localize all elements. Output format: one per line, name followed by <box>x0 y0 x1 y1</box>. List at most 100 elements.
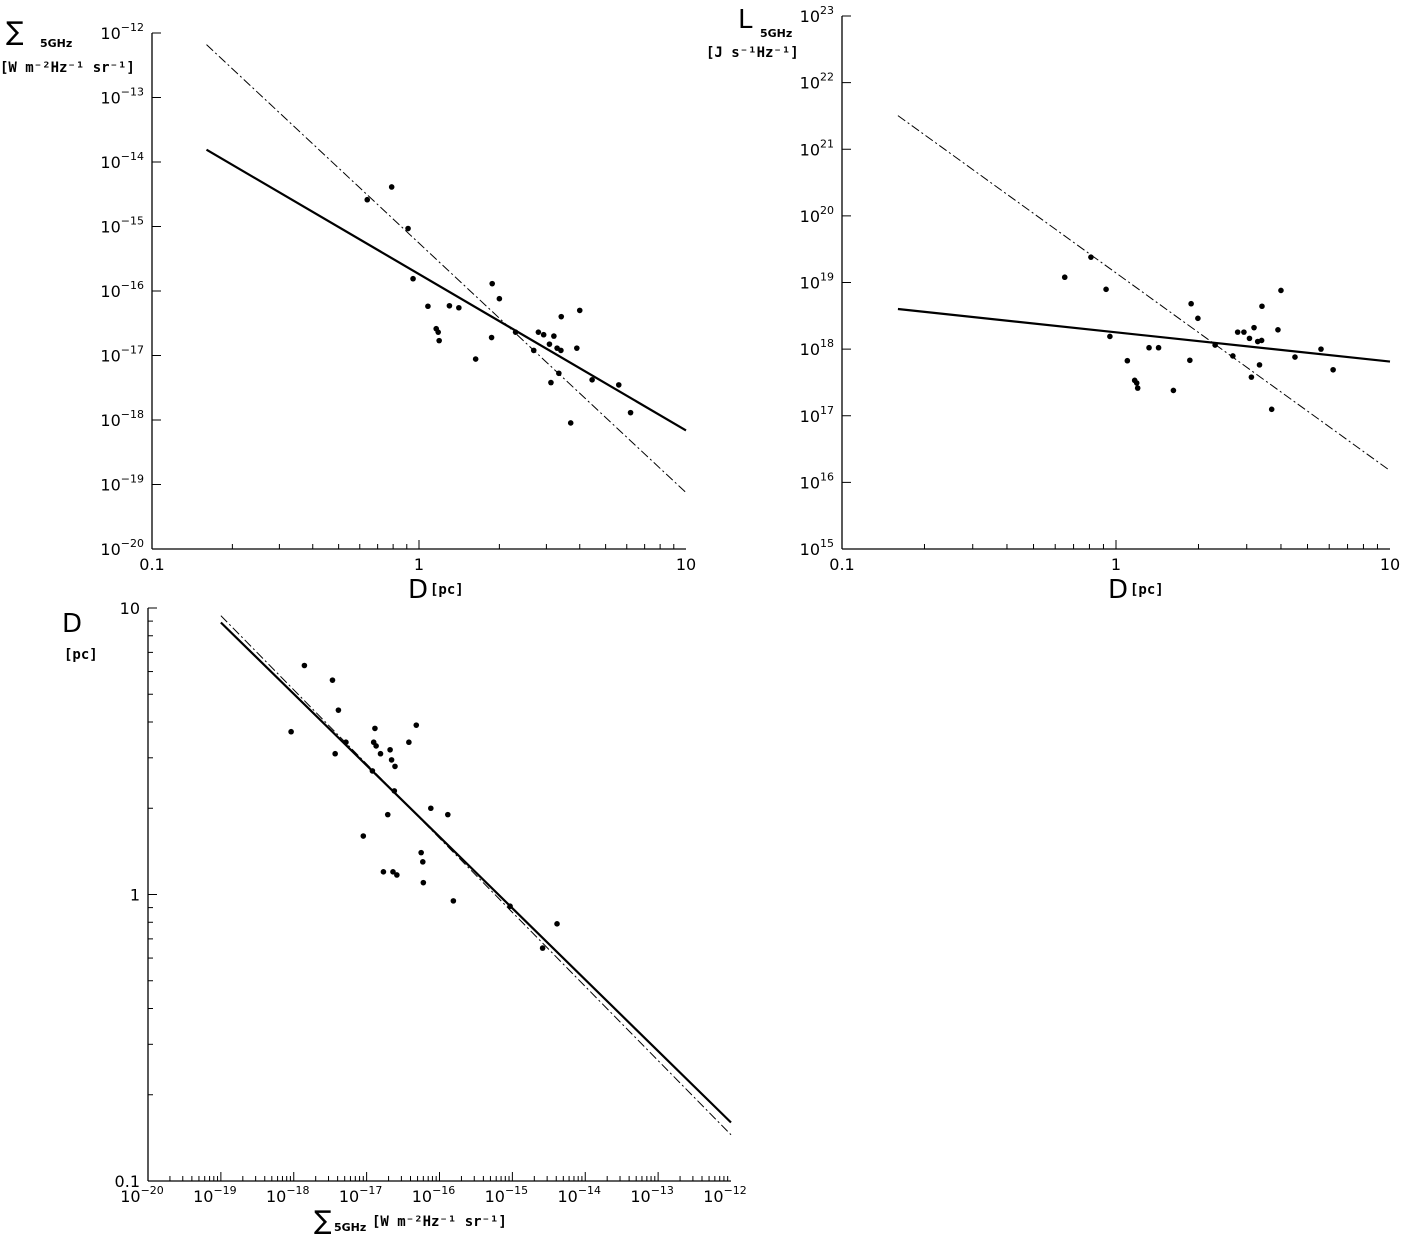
p0-y-tick-label: 10−20 <box>100 537 144 559</box>
p0-data-point <box>388 184 395 190</box>
p1-data-point <box>1107 333 1113 340</box>
p2-x-tick-label: 10−18 <box>266 1184 310 1206</box>
p2-data-point <box>418 849 424 856</box>
p1-data-point <box>1124 357 1131 364</box>
p0-data-point <box>589 377 595 383</box>
p1-data-point <box>1292 354 1298 360</box>
p1-data-point <box>1146 344 1152 351</box>
p2-x-tick-label: 10−15 <box>485 1184 529 1206</box>
p1-data-point <box>1246 335 1253 342</box>
p0-data-point <box>546 341 553 347</box>
p1-data-point <box>1103 286 1109 293</box>
p2-y-tick-label: 10 <box>120 599 140 618</box>
p0-data-point <box>530 347 537 354</box>
p1-y-tick-label: 1015 <box>800 537 834 559</box>
p2-data-point <box>420 879 427 886</box>
p1-y-tick-label: 1019 <box>800 271 834 293</box>
p0-data-point <box>567 420 574 426</box>
p1-data-point <box>1241 329 1247 335</box>
p1-data-point <box>1155 344 1162 351</box>
p0-data-point <box>551 333 557 339</box>
p0-y-tick-label: 10−17 <box>100 344 144 366</box>
p1-data-point <box>1134 385 1141 391</box>
p0-data-point <box>425 303 431 310</box>
p0-y-tick-label: 10−19 <box>100 473 144 495</box>
p1-data-point <box>1275 327 1281 333</box>
p0-data-point <box>410 275 416 282</box>
p2-x-tick-label: 10−14 <box>557 1184 601 1206</box>
p2-data-point <box>450 898 457 904</box>
p0-data-point <box>435 329 441 335</box>
p0-xlabel-sub: [pc] <box>430 582 464 598</box>
p0-data-point <box>436 337 442 344</box>
p1-data-point <box>1330 366 1336 373</box>
p0-data-point <box>558 347 564 354</box>
p0-data-point <box>496 295 503 302</box>
p2-xlabel-main: ∑ <box>314 1206 332 1235</box>
p2-data-point <box>335 707 342 713</box>
p2-ylabel-sub: [pc] <box>64 647 98 663</box>
p1-y-tick-label: 1022 <box>800 71 834 93</box>
p1-data-point <box>1187 357 1193 364</box>
p2-data-point <box>301 662 308 669</box>
p2-data-point <box>329 677 336 683</box>
p0-data-point <box>615 382 622 388</box>
p1-x-tick-label: 1 <box>1111 555 1121 574</box>
p2-x-tick-label: 10−17 <box>339 1184 383 1206</box>
p0-data-point <box>556 370 562 377</box>
p0-ylabel-unit: [W m⁻²Hz⁻¹ sr⁻¹] <box>0 60 135 76</box>
p1-x-tick-label: 0.1 <box>829 555 854 574</box>
p1-ylabel-main: L <box>738 5 753 35</box>
p1-xlabel-sub: [pc] <box>1130 582 1164 598</box>
p0-data-point <box>364 196 371 203</box>
p0-data-point <box>489 280 496 287</box>
p2-y-tick-label: 0.1 <box>115 1172 140 1191</box>
p2-data-point <box>388 757 395 763</box>
p2-data-point <box>539 945 546 951</box>
p2-x-tick-label: 10−16 <box>412 1184 456 1206</box>
p0-y-tick-label: 10−12 <box>100 21 144 43</box>
p2-x-tick-label: 10−12 <box>703 1184 747 1206</box>
p2-fit-line-dashdot <box>220 615 732 1136</box>
p0-y-tick-label: 10−14 <box>100 150 144 172</box>
p0-y-tick-label: 10−18 <box>100 408 144 430</box>
p1-data-point <box>1170 387 1177 394</box>
p0-ylabel-main: ∑ <box>6 17 24 47</box>
p0-y-tick-label: 10−13 <box>100 86 144 108</box>
p2-data-point <box>369 768 376 774</box>
p2-data-point <box>343 739 349 746</box>
p0-data-point <box>548 379 554 386</box>
p0-data-point <box>512 329 519 335</box>
p1-y-tick-label: 1018 <box>800 337 834 359</box>
p1-data-point <box>1188 300 1194 307</box>
p1-xlabel-main: D <box>1108 575 1128 605</box>
p0-data-point <box>535 329 542 335</box>
p0-data-point <box>558 313 565 320</box>
p1-data-point <box>1259 303 1265 310</box>
p0-x-tick-label: 1 <box>414 555 424 574</box>
p0-ylabel-sub: 5GHz <box>40 37 72 50</box>
p2-data-point <box>387 746 393 753</box>
p1-fit-line-dashdot <box>897 115 1391 472</box>
p2-data-point <box>377 750 384 757</box>
p2-xlabel-sub: 5GHz <box>334 1221 366 1234</box>
panel-luminosity-vs-diameter: 0.1 1 10 1015 1016 1017 1018 1019 1020 1021 1022 10… <box>800 4 1401 574</box>
p0-data-point <box>405 225 411 232</box>
p1-data-point <box>1230 353 1236 359</box>
p1-data-point <box>1061 274 1068 281</box>
p1-data-point <box>1248 374 1255 380</box>
p2-data-point <box>554 921 560 927</box>
p2-data-point <box>394 872 400 878</box>
p2-data-point <box>360 833 367 839</box>
panel-diameter-vs-surface-brightness: 10−20 10−19 10−18 10−17 10−16 10−15 10−14 10−13… <box>115 599 747 1206</box>
p0-data-point <box>574 345 580 351</box>
p2-xlabel-unit: [W m⁻²Hz⁻¹ sr⁻¹] <box>372 1214 507 1230</box>
p1-y-tick-label: 1023 <box>800 4 834 26</box>
p2-data-point <box>413 722 420 728</box>
p1-data-point <box>1195 315 1201 322</box>
p1-data-point <box>1133 380 1140 386</box>
p2-data-point <box>384 811 391 818</box>
p1-y-tick-label: 1017 <box>800 404 834 426</box>
p1-data-point <box>1251 324 1257 331</box>
